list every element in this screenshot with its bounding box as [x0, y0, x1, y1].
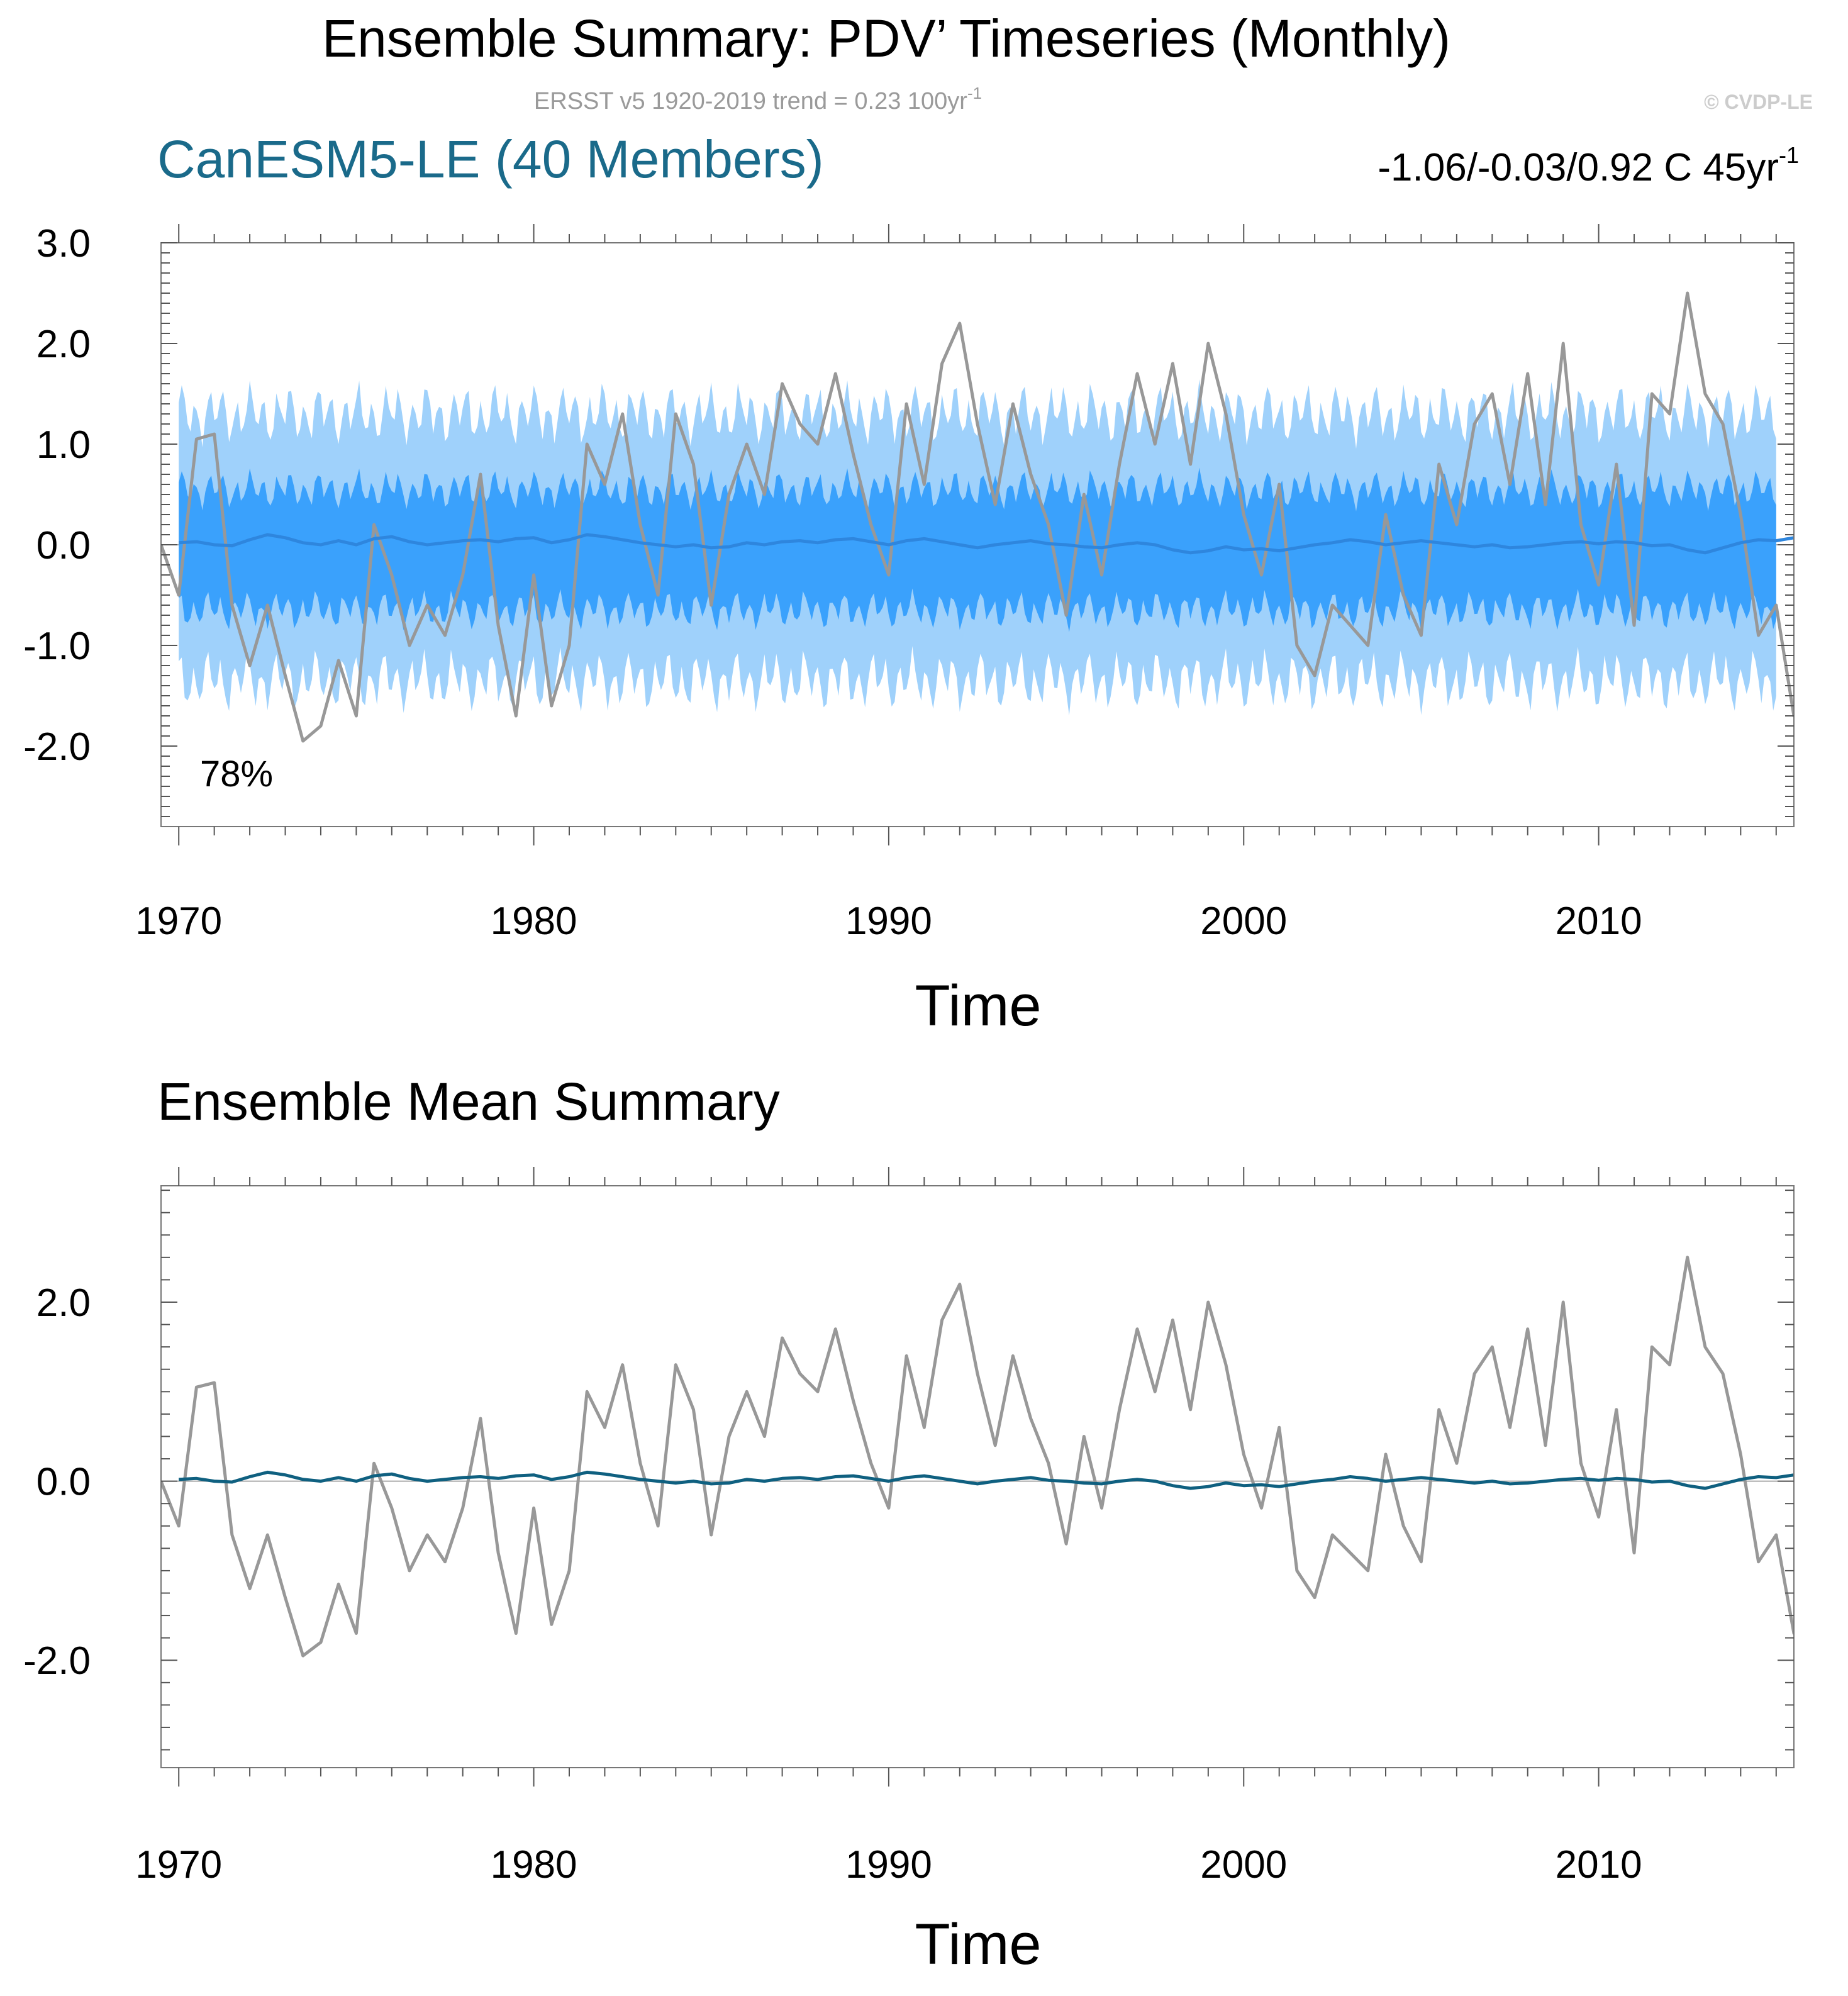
figure-subtitle: ERSST v5 1920-2019 trend = 0.23 100yr-1	[534, 84, 982, 114]
y-tick-label: -2.0	[23, 725, 91, 769]
x-tick-label: 1980	[491, 900, 577, 943]
observed-series-line	[161, 1256, 1794, 1658]
x-tick-label: 1990	[845, 1843, 932, 1887]
x-tick-label: 2000	[1200, 900, 1287, 943]
panel2-plot-area	[161, 1256, 1794, 1658]
y-tick-label: -1.0	[23, 625, 91, 668]
panel2-frame	[160, 1185, 1795, 1768]
panel1-x-axis-label: Time	[915, 974, 1041, 1038]
y-tick-label: 3.0	[36, 222, 91, 265]
y-tick-label: 2.0	[36, 1281, 91, 1325]
figure-title: Ensemble Summary: PDV’ Timeseries (Month…	[322, 9, 1450, 68]
panel2-x-axis-label: Time	[915, 1912, 1041, 1976]
ensemble-mean-line	[179, 1470, 1794, 1490]
x-tick-label: 2010	[1556, 900, 1642, 943]
panel1-right-title-text: -1.06/-0.03/0.92 C 45yr	[1378, 146, 1779, 189]
y-tick-label: 1.0	[36, 423, 91, 467]
copyright-label: © CVDP-LE	[1704, 91, 1813, 113]
panel1-percent-annotation: 78%	[200, 754, 273, 794]
panel1-axes: -2.0 -1.0 0.0 1.0 2.0 3.0 1970 1980 1990 2000 2010	[23, 222, 1794, 943]
x-tick-label: 2010	[1556, 1843, 1642, 1887]
y-tick-label: -2.0	[23, 1639, 91, 1683]
y-tick-label: 0.0	[36, 1461, 91, 1504]
x-tick-label: 1990	[845, 900, 932, 943]
subtitle-superscript: -1	[967, 84, 982, 103]
panel1-right-title-sup: -1	[1779, 142, 1799, 168]
panel1-plot-area	[161, 291, 1794, 743]
panel2-axes: -2.0 0.0 2.0 1970 1980 1990 2000 2010	[23, 1167, 1794, 1887]
observed-series-line	[161, 291, 1794, 743]
x-tick-label: 1970	[135, 1843, 222, 1887]
ensemble-median-line	[179, 533, 1794, 555]
x-tick-label: 2000	[1200, 1843, 1287, 1887]
subtitle-text: ERSST v5 1920-2019 trend = 0.23 100yr	[534, 88, 967, 114]
y-tick-label: 2.0	[36, 323, 91, 366]
x-tick-label: 1970	[135, 900, 222, 943]
panel2-left-title: Ensemble Mean Summary	[157, 1072, 780, 1131]
x-tick-label: 1980	[491, 1843, 577, 1887]
panel1-left-title: CanESM5-LE (40 Members)	[157, 130, 824, 189]
y-tick-label: 0.0	[36, 524, 91, 567]
panel1-right-title: -1.06/-0.03/0.92 C 45yr-1	[1378, 142, 1799, 189]
